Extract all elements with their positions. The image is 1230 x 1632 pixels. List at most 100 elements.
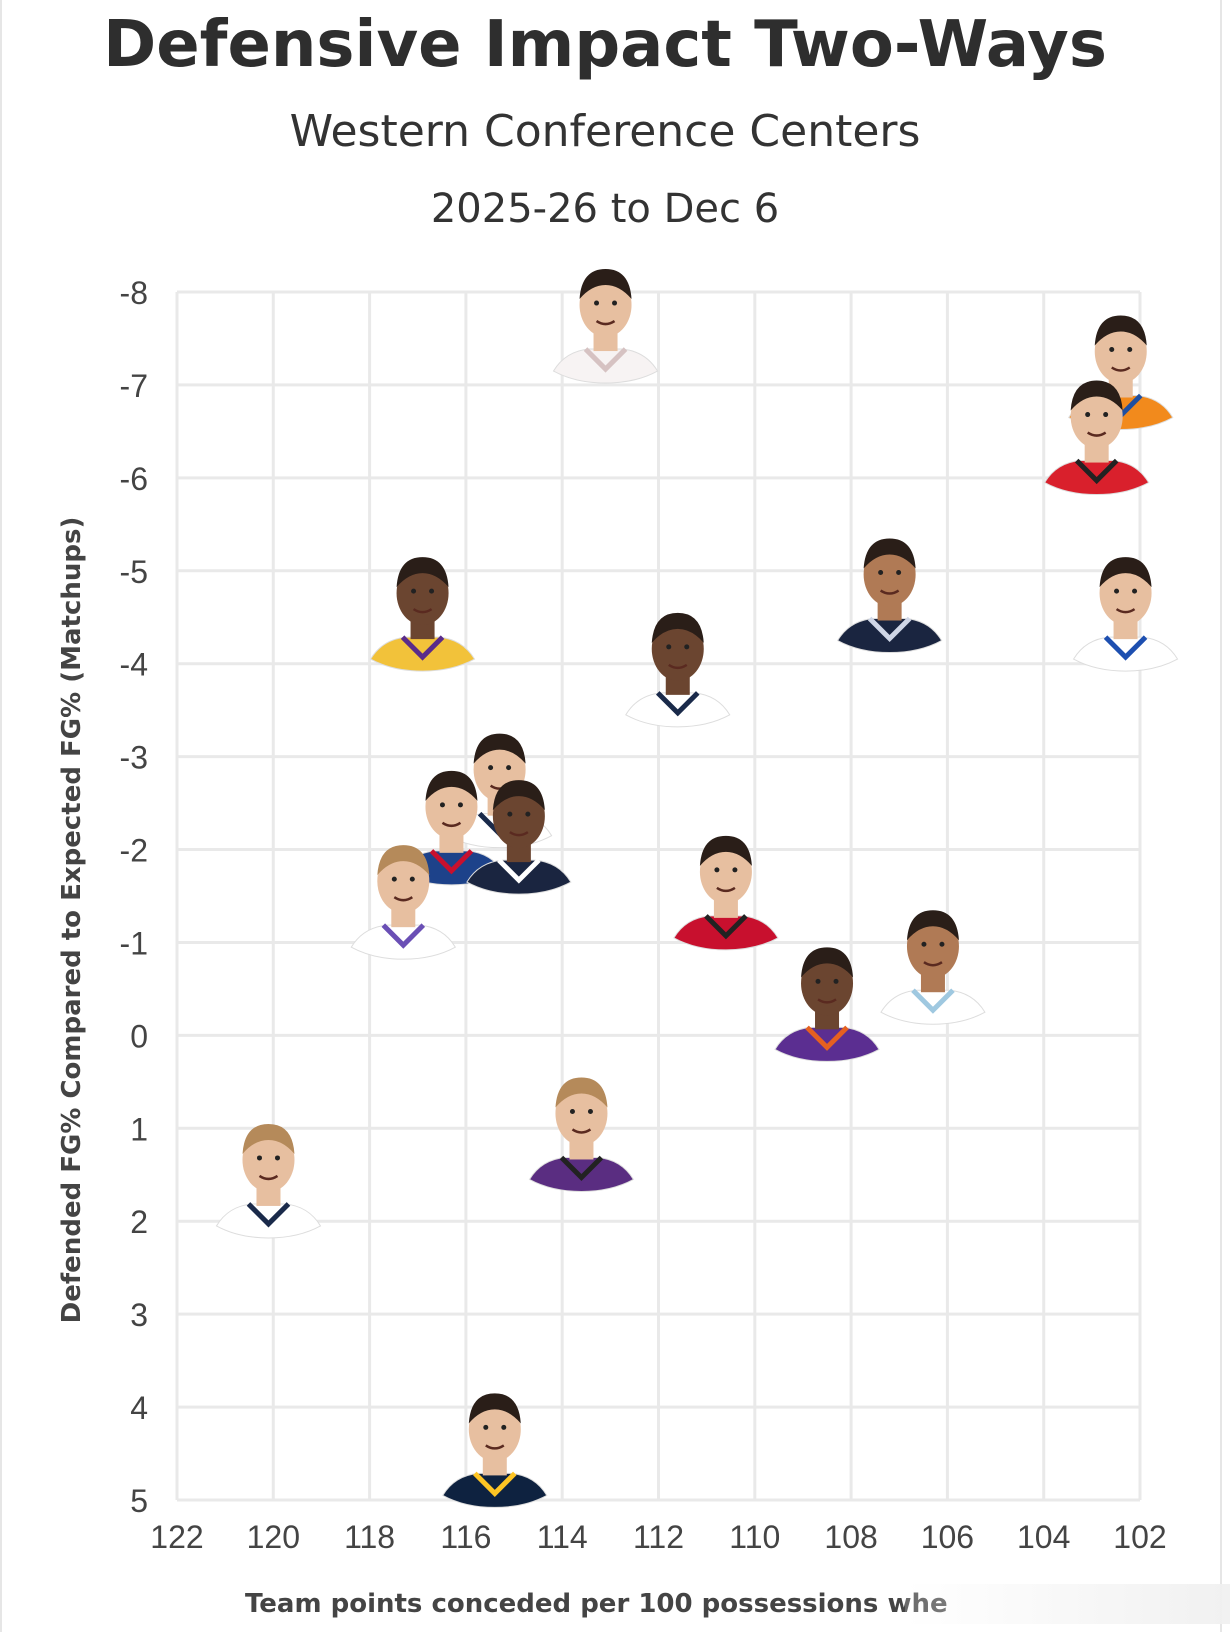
player-eye <box>457 802 463 808</box>
player-mouth <box>595 319 616 326</box>
player-eye <box>1114 588 1120 594</box>
player-mouth <box>412 608 433 614</box>
player-hair <box>579 269 632 300</box>
y-tick-label: 5 <box>130 1483 148 1519</box>
player-mouth <box>571 1128 592 1134</box>
player-eye <box>256 1155 262 1161</box>
player-eye <box>429 588 435 594</box>
x-tick-label: 102 <box>1113 1519 1166 1555</box>
x-axis-label: Team points conceded per 100 possessions… <box>245 1589 948 1619</box>
x-tick-labels: 122 120 118 116 114 112 110 108 106 104 102 <box>150 1519 1166 1555</box>
player-hair <box>801 947 854 978</box>
player-eye <box>732 867 738 873</box>
jersey-collar <box>429 849 474 875</box>
player-eye <box>391 876 397 882</box>
player-eye <box>1103 412 1109 418</box>
player-marker <box>1072 557 1179 672</box>
y-tick-label: -1 <box>120 925 148 961</box>
player-hair <box>906 910 959 941</box>
player-marker <box>215 1123 322 1239</box>
player-hair <box>242 1123 295 1154</box>
grid-lines <box>175 290 1142 1502</box>
y-axis-label: Defended FG% Compared to Expected FG% (M… <box>57 517 87 1324</box>
player-mouth <box>923 961 943 967</box>
y-tick-label: 1 <box>130 1111 148 1147</box>
player-mouth <box>485 1444 505 1450</box>
jersey-collar <box>559 1155 604 1182</box>
player-eye <box>409 876 415 882</box>
player-eye <box>878 570 884 576</box>
player-marker <box>774 947 880 1062</box>
player-head <box>425 774 478 839</box>
x-tick-label: 122 <box>150 1519 203 1555</box>
player-head <box>579 273 632 338</box>
player-mouth <box>716 886 736 893</box>
player-eye <box>1085 412 1091 418</box>
player-head <box>1070 384 1123 449</box>
player-mouth <box>1086 431 1107 437</box>
x-tick-label: 120 <box>247 1519 300 1555</box>
player-eye <box>896 570 902 576</box>
player-marker <box>369 557 476 672</box>
y-tick-label: 3 <box>130 1297 148 1333</box>
player-marker <box>466 780 572 895</box>
player-mouth <box>393 896 413 902</box>
player-marker <box>528 1077 635 1192</box>
player-hair <box>1094 315 1147 346</box>
player-mouth <box>817 998 837 1004</box>
player-head <box>242 1127 295 1192</box>
player-marker <box>625 612 731 728</box>
jersey-collar <box>583 347 628 373</box>
player-mouth <box>879 589 900 595</box>
player-eye <box>525 811 531 817</box>
player-eye <box>506 765 512 771</box>
jersey-collar <box>1074 458 1119 485</box>
player-hair <box>473 733 526 764</box>
player-eye <box>274 1155 280 1161</box>
player-hair <box>377 845 430 876</box>
x-tick-label: 110 <box>729 1519 780 1555</box>
player-marker <box>673 835 779 951</box>
x-tick-label: 118 <box>344 1519 395 1555</box>
x-tick-label: 104 <box>1017 1519 1070 1555</box>
player-eye <box>411 588 417 594</box>
player-head <box>555 1081 608 1146</box>
y-tick-label: -6 <box>120 461 148 497</box>
player-head <box>801 951 854 1016</box>
player-eye <box>569 1108 575 1114</box>
player-eye <box>488 765 494 771</box>
player-eye <box>594 300 600 306</box>
y-tick-label: 2 <box>130 1204 148 1240</box>
player-head <box>863 542 916 607</box>
player-head <box>468 1397 521 1462</box>
y-tick-label: -8 <box>120 275 148 311</box>
player-eye <box>439 802 445 808</box>
player-markers <box>215 269 1179 1508</box>
x-tick-label: 112 <box>633 1519 684 1555</box>
player-head <box>651 616 704 681</box>
player-eye <box>1127 347 1133 353</box>
jersey-collar <box>1103 635 1148 661</box>
y-tick-label: 0 <box>130 1018 148 1054</box>
player-hair <box>555 1077 608 1108</box>
player-eye <box>483 1424 489 1430</box>
player-marker <box>350 845 457 960</box>
y-tick-label: -7 <box>120 368 148 404</box>
player-hair <box>425 770 478 801</box>
x-tick-label: 106 <box>921 1519 974 1555</box>
player-hair <box>492 780 545 811</box>
player-eye <box>939 941 945 947</box>
player-mouth <box>1115 608 1136 614</box>
jersey-collar <box>473 1471 517 1497</box>
player-head <box>1099 561 1152 626</box>
player-eye <box>612 300 618 306</box>
y-tick-label: 4 <box>130 1390 148 1426</box>
y-tick-label: -3 <box>120 740 148 776</box>
x-tick-label: 116 <box>440 1519 491 1555</box>
player-head <box>396 561 449 626</box>
jersey-collar <box>805 1025 849 1051</box>
y-tick-label: -4 <box>120 647 148 683</box>
player-mouth <box>1111 366 1131 372</box>
jersey-collar <box>381 923 426 949</box>
date-range: 2025-26 to Dec 6 <box>430 186 780 232</box>
